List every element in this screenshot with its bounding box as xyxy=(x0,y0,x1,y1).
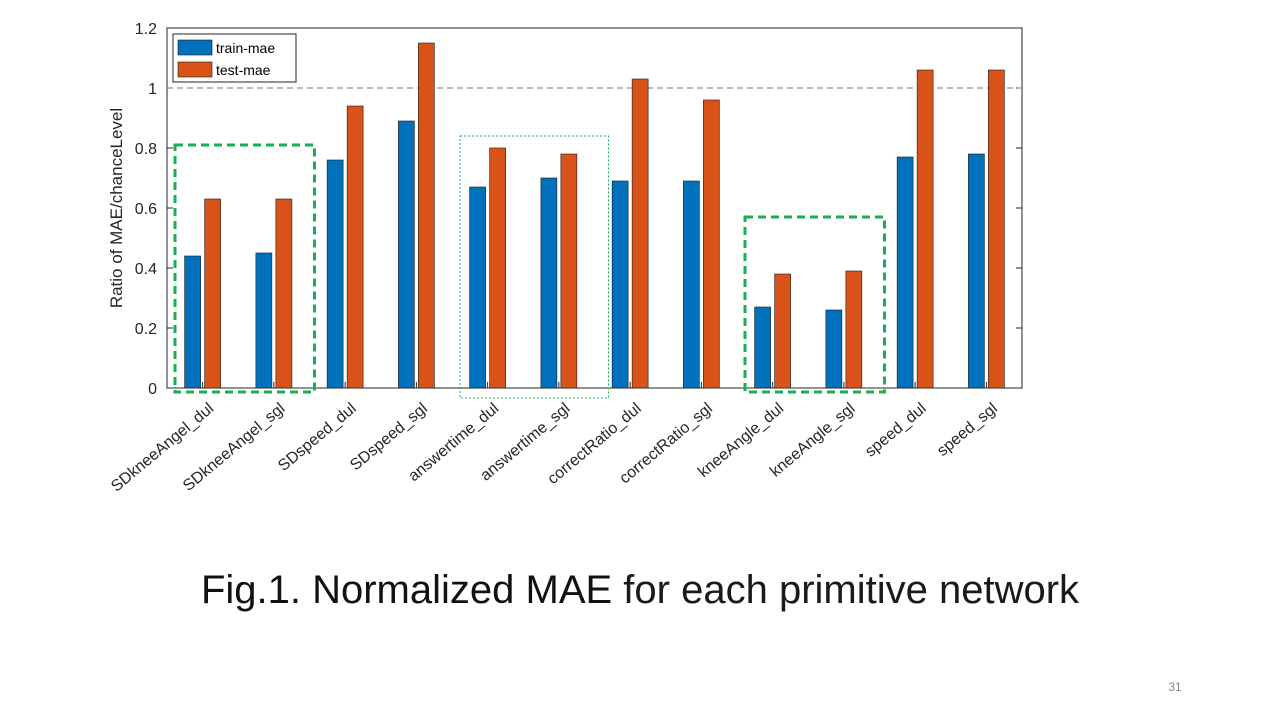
bar-train-mae xyxy=(398,120,415,389)
bar-train-mae xyxy=(540,177,558,389)
bar-train-mae xyxy=(469,186,486,389)
bar-train-mae xyxy=(184,255,201,389)
legend-swatch xyxy=(177,61,213,78)
legend-label: train-mae xyxy=(216,40,275,56)
bar-chart: 0 0.2 0.4 0.6 0.8 1 1.2 SDkneeAngel_dul SDkneeAn… xyxy=(107,21,1023,495)
bar-test-mae xyxy=(489,147,506,389)
bar-test-mae xyxy=(560,153,578,389)
bar-test-mae xyxy=(774,273,791,389)
x-tick-label: speed_sgl xyxy=(934,400,1001,460)
bar-train-mae xyxy=(611,180,629,389)
chart-svg: 00.20.40.60.811.2SDkneeAngel_dulSDkneeAn… xyxy=(107,21,1023,495)
bar-train-mae xyxy=(255,252,273,389)
y-axis-title: Ratio of MAE/chanceLevel xyxy=(107,108,126,308)
bar-train-mae xyxy=(326,159,344,389)
bar-train-mae xyxy=(896,156,914,389)
y-tick-label: 1 xyxy=(148,81,157,98)
legend-label: test-mae xyxy=(216,62,271,78)
x-tick-label: speed_dul xyxy=(862,400,929,460)
bar-test-mae xyxy=(204,198,221,389)
highlight-box xyxy=(173,143,316,394)
highlight-box xyxy=(743,215,886,394)
legend-swatch xyxy=(177,39,213,56)
bar-train-mae xyxy=(754,306,771,389)
bar-test-mae xyxy=(631,78,649,389)
y-tick-label: 1.2 xyxy=(135,21,157,38)
bar-test-mae xyxy=(275,198,293,389)
y-tick-label: 0.2 xyxy=(135,321,157,338)
bar-test-mae xyxy=(916,69,934,389)
y-tick-label: 0.6 xyxy=(135,201,157,218)
figure-caption: Fig.1. Normalized MAE for each primitive… xyxy=(0,568,1280,613)
caption-strong: Fig.1. Normalized MAE xyxy=(200,568,613,612)
bar-train-mae xyxy=(683,180,700,389)
bar-test-mae xyxy=(845,270,863,389)
bar-test-mae xyxy=(988,69,1005,389)
bar-test-mae xyxy=(346,105,364,389)
caption-light: for each primitive network xyxy=(612,568,1080,612)
y-tick-label: 0 xyxy=(148,381,157,398)
bar-train-mae xyxy=(968,153,985,389)
bar-test-mae xyxy=(703,99,720,389)
x-tick-label: SDspeed_dul xyxy=(275,400,360,475)
bar-train-mae xyxy=(825,309,843,389)
highlight-box xyxy=(459,135,609,399)
y-tick-label: 0.4 xyxy=(135,261,157,278)
bar-test-mae xyxy=(418,42,435,389)
y-tick-label: 0.8 xyxy=(135,141,157,158)
page-number: 31 xyxy=(1168,680,1182,694)
